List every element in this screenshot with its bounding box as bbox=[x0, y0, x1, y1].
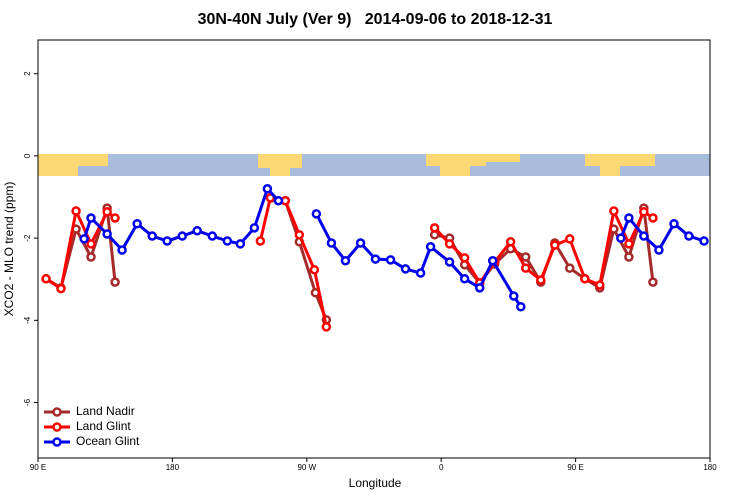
point bbox=[509, 291, 519, 301]
point bbox=[536, 275, 546, 285]
x-tick-label: 180 bbox=[703, 463, 717, 472]
x-tick-label: 90 W bbox=[297, 463, 316, 472]
point bbox=[444, 257, 455, 267]
point bbox=[654, 245, 664, 255]
point bbox=[639, 207, 649, 217]
x-tick-label: 90 E bbox=[30, 463, 46, 472]
point bbox=[117, 245, 127, 255]
point bbox=[132, 218, 142, 229]
point bbox=[273, 195, 284, 206]
point bbox=[429, 223, 440, 233]
point bbox=[669, 218, 679, 229]
point bbox=[255, 236, 266, 246]
x-tick-label: 90 E bbox=[567, 463, 583, 472]
point bbox=[102, 207, 112, 217]
point bbox=[110, 277, 120, 287]
point bbox=[370, 254, 381, 264]
point bbox=[147, 231, 157, 241]
legend-marker bbox=[52, 422, 62, 432]
point bbox=[86, 252, 96, 262]
y-tick-label: -2 bbox=[23, 234, 32, 242]
point bbox=[311, 209, 322, 219]
point bbox=[505, 237, 516, 247]
point bbox=[444, 239, 455, 249]
chart-title: 30N-40N July (Ver 9) 2014-09-06 to 2018-… bbox=[198, 11, 553, 28]
point bbox=[616, 233, 626, 243]
plot-frame bbox=[37, 39, 711, 459]
point bbox=[326, 238, 337, 248]
point bbox=[595, 280, 605, 290]
point bbox=[648, 277, 658, 287]
point bbox=[520, 252, 531, 262]
point bbox=[207, 231, 218, 241]
x-axis-label: Longitude bbox=[349, 476, 402, 490]
point bbox=[86, 239, 96, 249]
point bbox=[309, 265, 320, 275]
point bbox=[624, 213, 634, 223]
point bbox=[699, 236, 709, 246]
x-tick-label: 180 bbox=[166, 463, 180, 472]
point bbox=[609, 206, 619, 216]
point bbox=[162, 236, 172, 246]
point bbox=[177, 231, 188, 241]
point bbox=[235, 239, 246, 249]
legend-marker bbox=[52, 437, 62, 447]
x-tick-label: 0 bbox=[439, 463, 444, 472]
y-tick-label: -6 bbox=[23, 398, 32, 406]
point bbox=[321, 322, 332, 332]
legend-label: Land Nadir bbox=[76, 404, 135, 418]
point bbox=[385, 255, 396, 265]
point bbox=[86, 213, 96, 223]
point bbox=[684, 231, 694, 241]
point bbox=[425, 241, 436, 252]
point bbox=[192, 225, 202, 236]
point bbox=[56, 283, 66, 294]
point bbox=[71, 206, 81, 216]
point bbox=[294, 230, 305, 240]
point bbox=[41, 274, 51, 284]
y-tick-label: -4 bbox=[23, 316, 32, 324]
point bbox=[400, 264, 411, 274]
legend-marker bbox=[52, 407, 62, 417]
point bbox=[565, 234, 575, 244]
point bbox=[648, 213, 658, 223]
point bbox=[355, 238, 366, 248]
point bbox=[565, 263, 575, 273]
point bbox=[639, 231, 649, 241]
point bbox=[102, 229, 112, 239]
point bbox=[550, 240, 560, 250]
map-ocean bbox=[38, 154, 710, 176]
point bbox=[110, 213, 120, 223]
point bbox=[222, 236, 233, 246]
point bbox=[79, 234, 89, 244]
series-line bbox=[82, 185, 705, 308]
legend-label: Ocean Glint bbox=[76, 434, 140, 448]
point bbox=[249, 223, 260, 233]
point bbox=[624, 252, 634, 262]
point bbox=[262, 184, 273, 194]
point bbox=[516, 301, 526, 312]
point bbox=[340, 255, 351, 266]
point bbox=[520, 263, 531, 273]
point bbox=[459, 274, 470, 284]
map-land bbox=[38, 154, 655, 176]
point bbox=[487, 255, 498, 266]
point bbox=[624, 239, 634, 249]
point bbox=[580, 274, 590, 284]
point bbox=[415, 268, 426, 278]
point bbox=[459, 253, 470, 263]
y-tick-label: 0 bbox=[23, 153, 32, 158]
point bbox=[474, 283, 485, 293]
y-axis-label: XCO2 - MLO trend (ppm) bbox=[2, 182, 16, 317]
legend-label: Land Glint bbox=[76, 419, 131, 433]
y-tick-label: 2 bbox=[23, 71, 32, 76]
